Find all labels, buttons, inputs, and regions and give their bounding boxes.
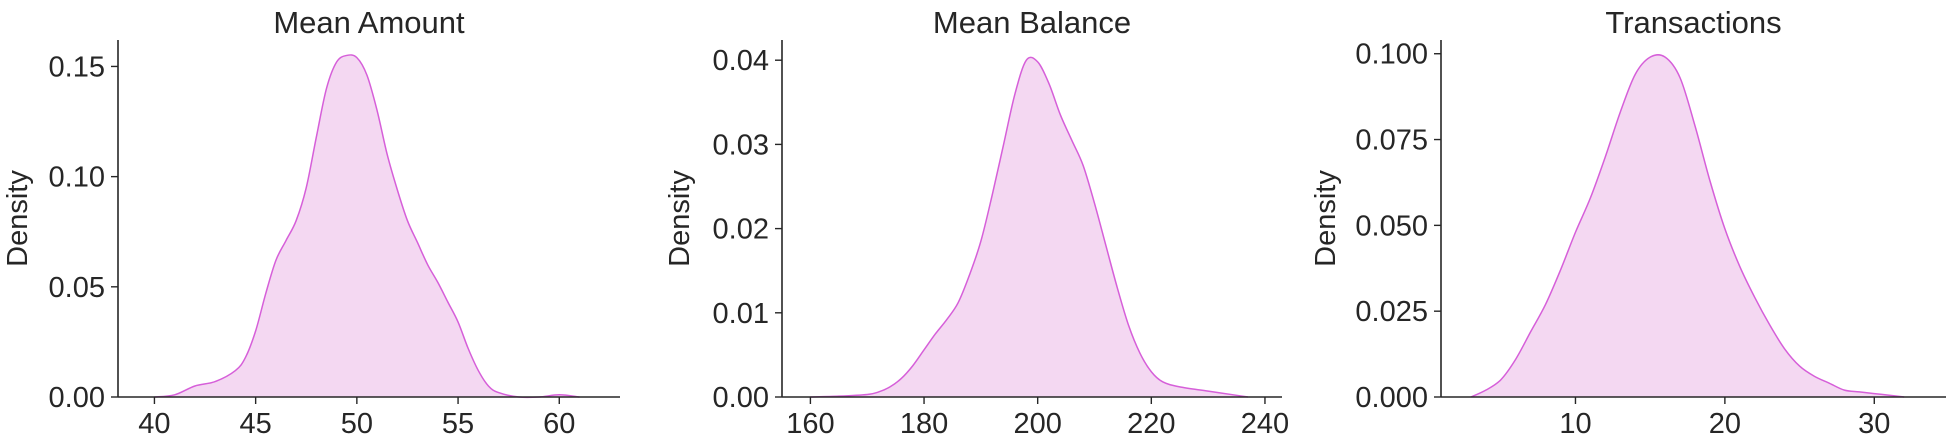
x-tick-label: 240 — [1241, 408, 1289, 440]
density-area — [1470, 54, 1905, 398]
y-tick-label: 0.000 — [1355, 382, 1428, 414]
density-line — [810, 56, 1249, 398]
y-tick-label: 0.02 — [713, 214, 769, 246]
panel-mean-amount: 40 45 50 55 60 0.00 0.05 0.10 0.15 Density Mean Am… — [2, 5, 620, 440]
y-tick-label: 0.100 — [1355, 39, 1428, 71]
chart-title: Mean Balance — [933, 5, 1131, 40]
y-tick-label: 0.00 — [713, 382, 769, 414]
x-tick-label: 55 — [442, 408, 474, 440]
x-tick-label: 200 — [1013, 408, 1061, 440]
x-tick-label: 20 — [1709, 408, 1741, 440]
x-tick-label: 45 — [240, 408, 272, 440]
panel-mean-balance: 160 180 200 220 240 0.00 0.01 0.02 0.03 0.04 Densi… — [664, 5, 1289, 440]
y-axis-label: Density — [2, 170, 34, 267]
y-tick-label: 0.025 — [1355, 296, 1428, 328]
x-tick-label: 10 — [1559, 408, 1591, 440]
density-area — [154, 54, 580, 398]
density-line — [1470, 54, 1905, 398]
y-tick-label: 0.075 — [1355, 125, 1428, 157]
x-tick-label: 50 — [341, 408, 373, 440]
y-tick-label: 0.10 — [49, 162, 105, 194]
y-tick-label: 0.04 — [713, 45, 769, 77]
y-tick-label: 0.05 — [49, 272, 105, 304]
panel-transactions: 10 20 30 0.000 0.025 0.050 0.075 0.100 Density Tr… — [1310, 5, 1946, 440]
density-line — [154, 54, 580, 399]
chart-title: Transactions — [1605, 5, 1781, 40]
chart-title: Mean Amount — [273, 5, 465, 40]
x-tick-label: 220 — [1127, 408, 1175, 440]
x-tick-label: 40 — [138, 408, 170, 440]
x-tick-label: 30 — [1858, 408, 1890, 440]
x-tick-label: 180 — [900, 408, 948, 440]
y-tick-label: 0.050 — [1355, 210, 1428, 242]
y-tick-label: 0.00 — [49, 382, 105, 414]
x-tick-label: 60 — [543, 408, 575, 440]
density-area — [810, 57, 1248, 397]
y-axis-label: Density — [664, 170, 696, 267]
y-tick-label: 0.03 — [713, 129, 769, 161]
y-axis-label: Density — [1310, 170, 1342, 267]
x-tick-label: 160 — [786, 408, 834, 440]
y-tick-label: 0.01 — [713, 298, 769, 330]
y-tick-label: 0.15 — [49, 51, 105, 83]
